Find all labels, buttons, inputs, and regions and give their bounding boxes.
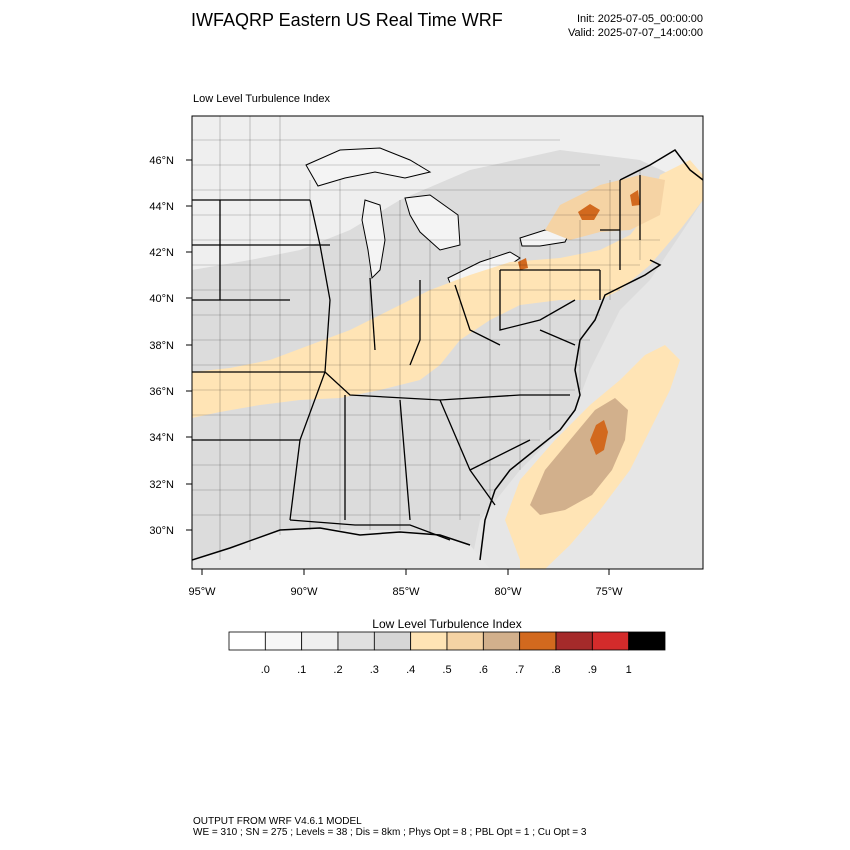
colorbar-label: .5 [442, 664, 451, 676]
footer-model: OUTPUT FROM WRF V4.6.1 MODEL [193, 816, 362, 827]
lat-label: 36°N [149, 386, 174, 398]
colorbar-swatch [228, 631, 266, 651]
longitude-ticks [201, 569, 610, 575]
colorbar-swatch [628, 631, 666, 651]
coastline [192, 149, 703, 561]
colorbar-label: .2 [333, 664, 342, 676]
lat-label: 38°N [149, 340, 174, 352]
lon-label: 90°W [290, 586, 318, 598]
colorbar-swatch [519, 631, 557, 651]
colorbar-swatch [337, 631, 375, 651]
colorbar-swatch [373, 631, 412, 651]
colorbar-labels: .0 .1 .2 .3 .4 .5 .6 .7 .8 .9 1 [261, 664, 632, 676]
north-land-light [192, 116, 703, 270]
valid-time: Valid: 2025-07-07_14:00:00 [568, 27, 703, 39]
colorbar-label: 1 [626, 664, 632, 676]
latitude-labels: 46°N 44°N 42°N 40°N 38°N 36°N 34°N 32°N … [149, 155, 174, 537]
lake-superior [305, 147, 432, 187]
map-plot-area [192, 116, 703, 569]
colorbar: .0 .1 .2 .3 .4 .5 .6 .7 .8 .9 1 [228, 631, 666, 676]
colorbar-swatch [482, 631, 521, 651]
lat-label: 44°N [149, 201, 174, 213]
lat-label: 32°N [149, 479, 174, 491]
colorbar-label: .3 [370, 664, 379, 676]
turb-band-light [192, 160, 703, 418]
latitude-ticks [186, 159, 192, 531]
lat-label: 46°N [149, 155, 174, 167]
colorbar-swatch [446, 631, 484, 651]
colorbar-swatch [555, 631, 593, 651]
colorbar-label: .6 [479, 664, 488, 676]
lake-michigan [361, 199, 386, 280]
lon-label: 85°W [392, 586, 420, 598]
lon-label: 80°W [494, 586, 522, 598]
county-lines [192, 116, 660, 560]
page-title: IWFAQRP Eastern US Real Time WRF [191, 10, 503, 30]
lon-label: 75°W [595, 586, 623, 598]
colorbar-label: .0 [261, 664, 270, 676]
atlantic-ocean [470, 150, 703, 569]
lat-label: 30°N [149, 525, 174, 537]
init-time: Init: 2025-07-05_00:00:00 [577, 13, 703, 25]
colorbar-title: Low Level Turbulence Index [372, 617, 522, 631]
lake-huron [404, 194, 461, 251]
colorbar-swatch [410, 631, 448, 651]
plot-frame [191, 115, 704, 570]
turb-northeast-medium [545, 175, 665, 240]
colorbar-swatch [264, 631, 303, 651]
turb-core-ny [578, 204, 600, 220]
lon-label: 95°W [188, 586, 216, 598]
colorbar-label: .1 [297, 664, 306, 676]
turb-core-pa [518, 258, 528, 270]
colorbar-swatch [301, 631, 339, 651]
lat-label: 34°N [149, 432, 174, 444]
longitude-labels: 95°W 90°W 85°W 80°W 75°W [188, 586, 623, 598]
lat-label: 40°N [149, 293, 174, 305]
state-borders [192, 175, 641, 541]
turb-offshore-core [590, 420, 608, 455]
lat-label: 42°N [149, 247, 174, 259]
footer-config: WE = 310 ; SN = 275 ; Levels = 38 ; Dis … [193, 827, 587, 838]
colorbar-label: .7 [515, 664, 524, 676]
turbulence-map: 46°N 44°N 42°N 40°N 38°N 36°N 34°N 32°N … [149, 115, 704, 598]
colorbar-label: .9 [588, 664, 597, 676]
colorbar-swatches [228, 631, 666, 651]
gulf-of-mexico [192, 528, 490, 569]
map-subtitle: Low Level Turbulence Index [193, 93, 330, 105]
colorbar-label: .4 [406, 664, 415, 676]
colorbar-label: .8 [551, 664, 560, 676]
colorbar-swatch [591, 631, 630, 651]
turb-core-vt [630, 190, 640, 206]
